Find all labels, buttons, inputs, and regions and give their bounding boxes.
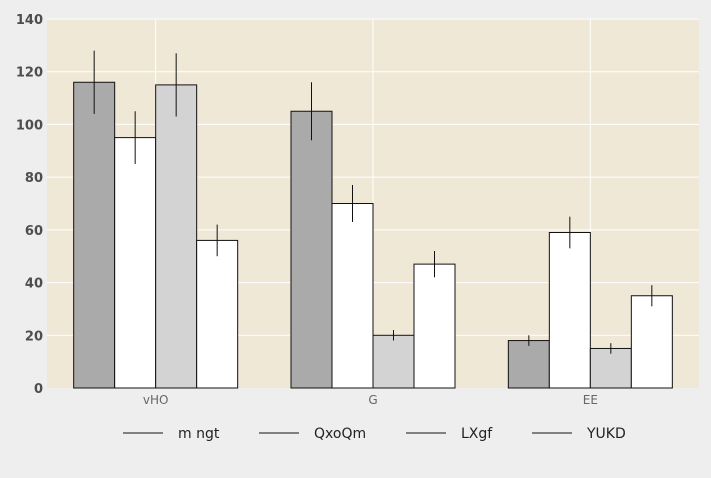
bar — [589, 347, 632, 389]
y-tick-label: 20 — [25, 329, 43, 344]
legend-label: YUKD — [586, 426, 626, 442]
bar — [155, 84, 198, 389]
bar — [630, 295, 673, 389]
y-tick-label: 120 — [16, 66, 43, 81]
bars — [73, 81, 673, 389]
legend-label: m ngt — [178, 426, 220, 442]
bar — [73, 81, 116, 389]
legend-label: QxoQm — [314, 426, 366, 442]
bar — [196, 239, 239, 389]
x-axis-category-labels: vHO G EE — [143, 393, 598, 407]
x-category-label: EE — [583, 393, 598, 407]
y-tick-label: 140 — [16, 13, 43, 28]
bar — [331, 203, 374, 389]
error-bars — [93, 50, 653, 354]
y-tick-label: 80 — [25, 171, 43, 186]
y-tick-label: 60 — [25, 224, 43, 239]
bar — [114, 137, 157, 389]
bar — [413, 263, 456, 389]
legend: m ngt QxoQm LXgf YUKD — [123, 426, 626, 442]
bar — [372, 334, 415, 389]
bar — [548, 231, 591, 389]
y-tick-label: 100 — [16, 118, 43, 133]
y-axis-tick-labels: 0 20 40 60 80 100 120 140 — [16, 13, 43, 397]
x-category-label: G — [368, 393, 377, 407]
y-tick-label: 40 — [25, 277, 43, 292]
legend-label: LXgf — [461, 426, 493, 442]
bar — [507, 340, 550, 389]
x-category-label: vHO — [143, 393, 169, 407]
bar — [290, 110, 333, 389]
y-tick-label: 0 — [34, 382, 43, 397]
